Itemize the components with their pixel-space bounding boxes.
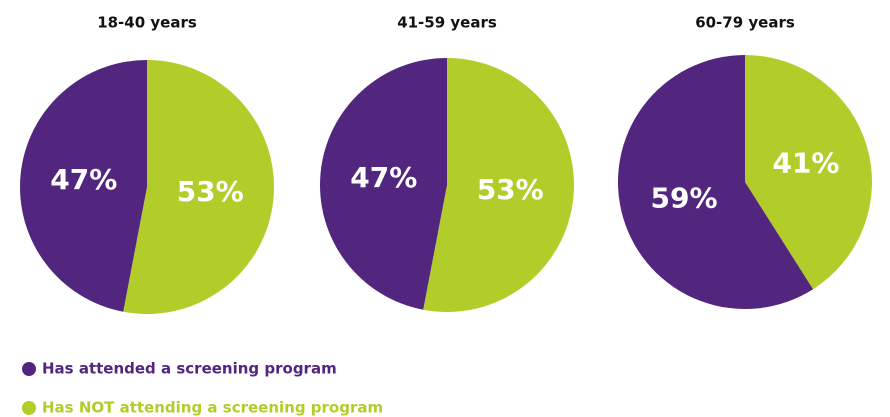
pie-slice xyxy=(123,60,275,315)
pie-slice xyxy=(618,55,814,309)
legend-swatch xyxy=(22,401,36,415)
pie-slice xyxy=(745,55,872,290)
slice-label: 59% xyxy=(651,182,718,215)
slice-label: 41% xyxy=(772,146,839,179)
legend-label: Has NOT attending a screening program xyxy=(42,399,383,417)
pie-slice xyxy=(423,58,575,313)
pie-slice xyxy=(320,58,447,310)
legend-label: Has attended a screening program xyxy=(42,360,337,378)
slice-label: 47% xyxy=(350,161,417,194)
legend-swatch xyxy=(22,362,36,376)
pie-slice xyxy=(20,60,147,312)
slice-label: 53% xyxy=(177,175,244,208)
chart-title: 60-79 years xyxy=(695,14,795,32)
chart-title: 18-40 years xyxy=(97,14,197,32)
slice-label: 47% xyxy=(50,163,117,196)
chart-title: 41-59 years xyxy=(397,14,497,32)
slice-label: 53% xyxy=(477,173,544,206)
